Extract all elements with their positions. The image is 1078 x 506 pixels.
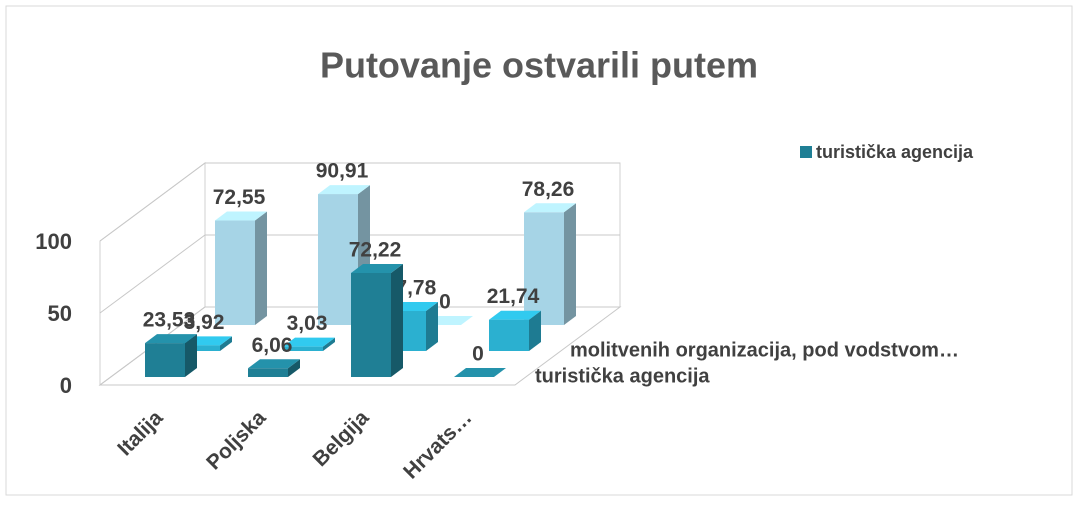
value-label: 78,26 <box>522 178 575 201</box>
bar-front <box>524 212 564 325</box>
bar <box>215 211 267 325</box>
bar-side <box>529 310 541 351</box>
bar-side <box>185 334 197 377</box>
bar-side <box>255 211 267 325</box>
bar-side <box>391 264 403 377</box>
bar-front <box>489 319 529 351</box>
value-label: 72,22 <box>349 239 402 262</box>
chart-title: Putovanje ostvarili putem <box>320 45 758 86</box>
bar-front <box>180 345 220 351</box>
bar-top <box>489 310 541 320</box>
value-label: 6,06 <box>252 334 293 357</box>
y-tick-label: 0 <box>60 373 72 398</box>
bar-top <box>283 337 335 347</box>
bar-top <box>454 368 506 377</box>
bar-top <box>145 334 197 344</box>
bar-front <box>215 220 255 325</box>
bar-side <box>426 301 438 351</box>
bar-side <box>323 337 335 351</box>
grid-line <box>99 234 620 314</box>
bar <box>145 334 197 377</box>
legend-label: turistička agencija <box>816 142 974 162</box>
bar-top <box>318 185 370 195</box>
value-label: 0 <box>472 343 484 366</box>
y-tick-label: 50 <box>48 301 72 326</box>
bar-top <box>215 211 267 221</box>
bar <box>454 368 506 377</box>
grid-line <box>99 162 620 242</box>
value-label: 23,53 <box>143 309 196 332</box>
bar <box>283 337 335 351</box>
legend-swatch <box>800 146 812 158</box>
value-label: 3,92 <box>184 311 225 334</box>
bar-top <box>351 264 403 274</box>
depth-label: turistička agencija <box>535 365 710 387</box>
grid-line <box>99 306 620 386</box>
bar-front <box>145 343 185 377</box>
bar <box>248 359 300 377</box>
y-tick-label: 100 <box>35 229 72 254</box>
value-label: 0 <box>439 291 451 314</box>
bar-side <box>220 336 232 351</box>
depth-label: molitvenih organizacija, pod vodstvom… <box>570 339 959 361</box>
bar <box>351 264 403 377</box>
bar-front <box>248 368 288 377</box>
value-label: 72,55 <box>213 186 266 209</box>
bar-front <box>351 273 391 377</box>
bar-top <box>524 203 576 213</box>
value-label: 90,91 <box>316 160 369 183</box>
bar <box>524 203 576 325</box>
value-label: 3,03 <box>287 312 328 335</box>
bar-front <box>283 346 323 351</box>
bar-side <box>288 359 300 377</box>
bar-side <box>564 203 576 325</box>
bar-top <box>248 359 300 369</box>
value-label: 21,74 <box>487 285 540 308</box>
bar <box>489 310 541 351</box>
